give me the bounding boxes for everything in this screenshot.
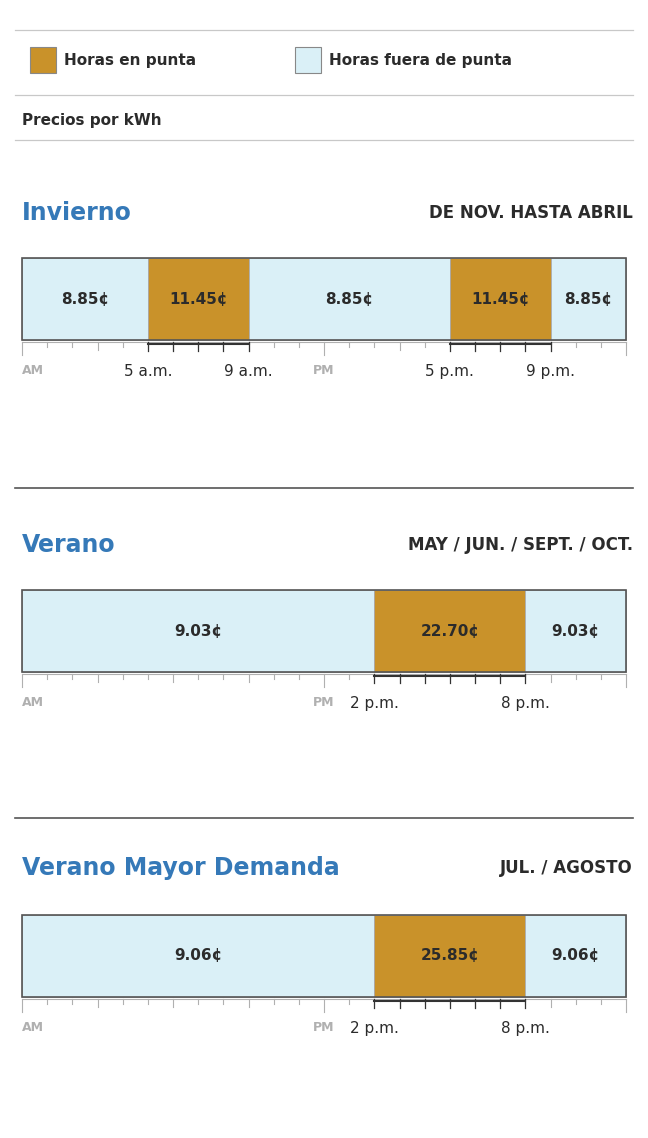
Text: 11.45¢: 11.45¢ [471,291,529,306]
Text: Precios por kWh: Precios por kWh [22,113,161,127]
Bar [22,915,626,997]
Text: JUL. / AGOSTO: JUL. / AGOSTO [500,859,633,877]
Text: 25.85¢: 25.85¢ [421,948,480,964]
Text: 9.03¢: 9.03¢ [551,624,600,638]
Text: MAY / JUN. / SEPT. / OCT.: MAY / JUN. / SEPT. / OCT. [408,536,633,554]
Text: PM: PM [313,364,335,377]
Text: 5 p.m.: 5 p.m. [425,364,474,379]
Text: 5 a.m.: 5 a.m. [124,364,172,379]
Text: 8 p.m.: 8 p.m. [501,696,550,711]
Text: AM: AM [22,1021,44,1034]
Text: 9 p.m.: 9 p.m. [526,364,575,379]
Bar [248,258,450,340]
Text: Verano: Verano [22,533,115,556]
Text: Invierno: Invierno [22,201,132,225]
Bar [375,915,526,997]
Bar [22,589,626,673]
Text: 9 a.m.: 9 a.m. [224,364,273,379]
Text: 8 p.m.: 8 p.m. [501,1021,550,1036]
Bar [526,589,626,673]
Bar [526,915,626,997]
Text: 11.45¢: 11.45¢ [169,291,227,306]
Text: AM: AM [22,364,44,377]
Bar [30,47,56,73]
Text: AM: AM [22,696,44,709]
Bar [375,589,526,673]
Text: 22.70¢: 22.70¢ [421,624,480,638]
Bar [22,258,148,340]
Text: DE NOV. HASTA ABRIL: DE NOV. HASTA ABRIL [429,204,633,222]
Text: 9.03¢: 9.03¢ [174,624,222,638]
Bar [551,258,626,340]
Bar [22,258,626,340]
Text: 2 p.m.: 2 p.m. [350,1021,399,1036]
Text: PM: PM [313,696,335,709]
Text: 8.85¢: 8.85¢ [61,291,109,306]
Text: Horas en punta: Horas en punta [64,52,196,67]
Text: 9.06¢: 9.06¢ [551,948,600,964]
Text: 8.85¢: 8.85¢ [325,291,373,306]
Text: 2 p.m.: 2 p.m. [350,696,399,711]
Bar [148,258,248,340]
Text: Verano Mayor Demanda: Verano Mayor Demanda [22,856,340,880]
Bar [22,589,375,673]
Text: 9.06¢: 9.06¢ [174,948,222,964]
Bar [22,915,375,997]
Text: PM: PM [313,1021,335,1034]
Text: 8.85¢: 8.85¢ [564,291,612,306]
Text: Horas fuera de punta: Horas fuera de punta [329,52,512,67]
Bar [450,258,551,340]
Bar [295,47,321,73]
